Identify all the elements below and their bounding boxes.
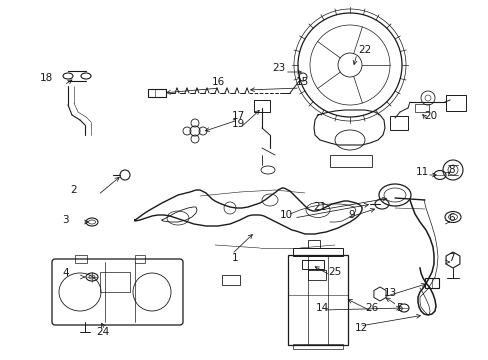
Text: 11: 11: [415, 167, 428, 177]
Text: 26: 26: [364, 303, 378, 313]
Text: 22: 22: [357, 45, 370, 55]
Bar: [75, 255, 87, 263]
Bar: [389, 116, 407, 130]
Bar: [287, 255, 347, 345]
Text: 14: 14: [315, 303, 328, 313]
Text: 17: 17: [231, 111, 245, 121]
Text: 9: 9: [347, 210, 354, 220]
Text: 20: 20: [423, 111, 436, 121]
Bar: [445, 95, 465, 111]
Text: 19: 19: [231, 119, 245, 129]
Bar: [329, 155, 371, 167]
Text: 12: 12: [354, 323, 367, 333]
Bar: [414, 104, 428, 112]
Bar: [148, 89, 165, 97]
Text: 16: 16: [212, 77, 225, 87]
Bar: [100, 272, 130, 292]
Text: 10: 10: [280, 210, 292, 220]
Text: 13: 13: [383, 288, 396, 298]
Text: 4: 4: [62, 268, 68, 278]
Text: 8: 8: [447, 165, 454, 175]
Bar: [302, 260, 324, 269]
Text: 5: 5: [395, 303, 402, 313]
Bar: [292, 248, 342, 256]
Text: 6: 6: [447, 213, 454, 223]
Text: 15: 15: [295, 77, 308, 87]
Text: 18: 18: [40, 73, 53, 83]
Bar: [307, 270, 325, 280]
Text: 21: 21: [312, 202, 325, 212]
Bar: [424, 278, 438, 288]
Text: 24: 24: [96, 327, 109, 337]
Text: 25: 25: [327, 267, 341, 277]
Bar: [253, 100, 269, 112]
Bar: [222, 275, 240, 285]
Text: 23: 23: [271, 63, 285, 73]
Text: 2: 2: [70, 185, 77, 195]
Text: 3: 3: [62, 215, 68, 225]
Bar: [292, 344, 342, 349]
Bar: [135, 255, 145, 263]
Text: 1: 1: [231, 253, 238, 263]
Bar: [307, 240, 319, 248]
Text: 7: 7: [447, 253, 454, 263]
